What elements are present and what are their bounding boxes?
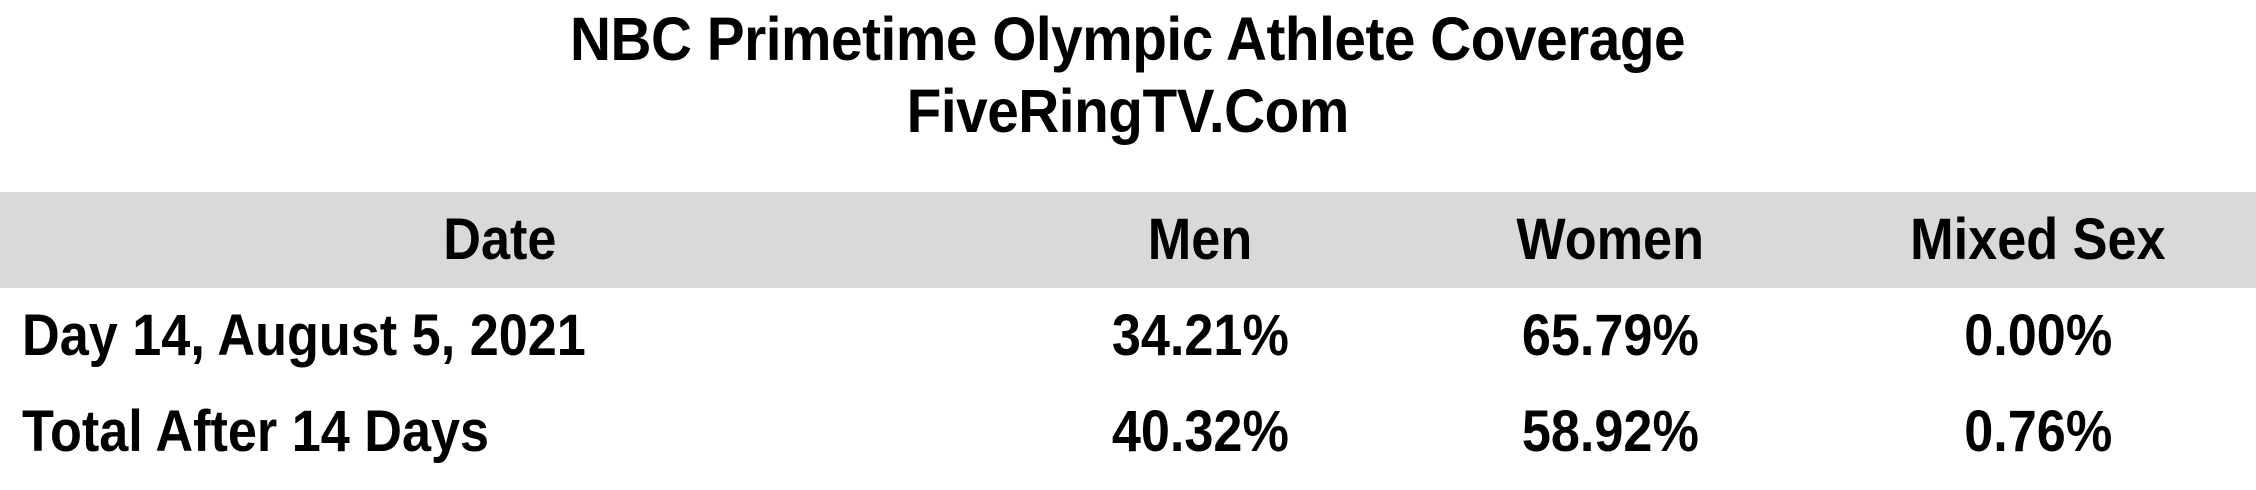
table-header-row: Date Men Women Mixed Sex (0, 192, 2256, 288)
cell-date: Day 14, August 5, 2021 (0, 288, 1000, 384)
cell-mixed-sex: 0.00% (1820, 288, 2256, 384)
column-header-men: Men (1000, 192, 1400, 288)
column-header-mixed-sex: Mixed Sex (1820, 192, 2256, 288)
column-header-men-label: Men (1147, 207, 1253, 272)
cell-mixed-sex: 0.76% (1820, 384, 2256, 480)
cell-men-value: 40.32% (1111, 399, 1289, 464)
cell-date-value: Total After 14 Days (22, 399, 490, 464)
page-title: NBC Primetime Olympic Athlete Coverage (570, 5, 1686, 73)
cell-men-value: 34.21% (1111, 303, 1289, 368)
column-header-women: Women (1400, 192, 1820, 288)
cell-men: 34.21% (1000, 288, 1400, 384)
cell-women: 58.92% (1400, 384, 1820, 480)
cell-women: 65.79% (1400, 288, 1820, 384)
table-row: Day 14, August 5, 2021 34.21% 65.79% 0.0… (0, 288, 2256, 384)
title-block: NBC Primetime Olympic Athlete Coverage F… (0, 0, 2256, 192)
cell-mixed-sex-value: 0.00% (1963, 303, 2113, 368)
table-row: Total After 14 Days 40.32% 58.92% 0.76% (0, 384, 2256, 480)
cell-women-value: 58.92% (1521, 399, 1699, 464)
page-subtitle: FiveRingTV.Com (906, 76, 1350, 145)
cell-date-value: Day 14, August 5, 2021 (22, 303, 586, 368)
column-header-mixed-sex-label: Mixed Sex (1910, 207, 2166, 272)
column-header-date: Date (0, 192, 1000, 288)
cell-mixed-sex-value: 0.76% (1963, 399, 2113, 464)
cell-men: 40.32% (1000, 384, 1400, 480)
cell-women-value: 65.79% (1521, 303, 1699, 368)
column-header-women-label: Women (1516, 207, 1704, 272)
cell-date: Total After 14 Days (0, 384, 1000, 480)
column-header-date-label: Date (443, 207, 557, 272)
coverage-table: Date Men Women Mixed Sex Day 14, August … (0, 192, 2256, 480)
